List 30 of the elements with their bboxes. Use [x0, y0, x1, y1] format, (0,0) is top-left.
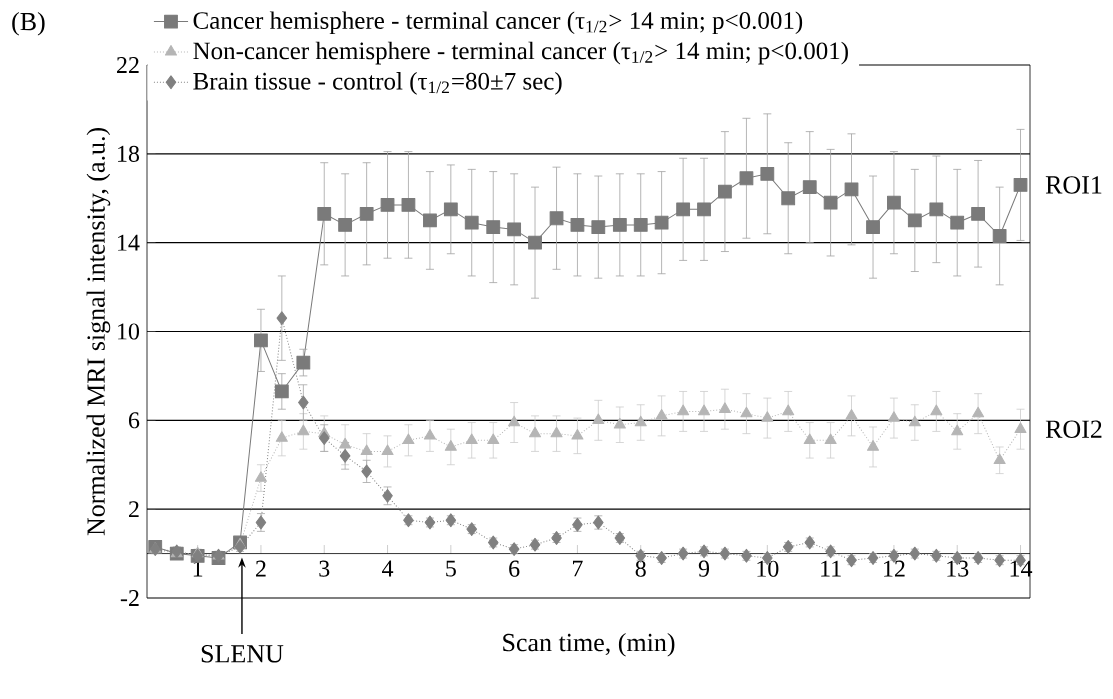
x-tick-label: 8	[635, 560, 646, 577]
text: ROI1	[1045, 176, 1102, 194]
legend-label: Cancer hemisphere - terminal cancer (τ$_{1/2}$> 14 min; p<0.001)	[193, 11, 803, 35]
y-tick-label: 18	[118, 145, 140, 162]
legend-label: Brain tissue - control (τ$_{1/2}$=80±7 sec)	[193, 72, 562, 95]
x-tick-label: 2	[256, 560, 266, 577]
y-tick-label: 14	[118, 234, 140, 251]
text: (B)	[12, 12, 45, 36]
text: ROI2	[1045, 420, 1102, 438]
x-tick-label: 14	[1010, 560, 1033, 577]
x-tick-label: 3	[319, 560, 330, 577]
x-tick-label: 5	[446, 560, 456, 577]
x-tick-label: 9	[698, 560, 710, 577]
x-tick-label: 10	[757, 560, 779, 577]
y-axis-title: Normalized MRI signal intensity, (a.u.)	[86, 127, 111, 536]
y-tick-label: 6	[128, 412, 140, 429]
x-tick-label: 7	[573, 560, 583, 577]
legend-label: Non-cancer hemisphere - terminal cancer (τ$_{1/2}$> 14 min; p<0.001)	[193, 41, 848, 65]
x-tick-label: 6	[509, 560, 520, 577]
x-tick-label: 11	[821, 560, 841, 577]
y-tick-label: 10	[118, 323, 140, 340]
x-tick-label: 13	[947, 560, 969, 577]
y-tick-label: -2	[120, 590, 139, 606]
x-tick-label: 4	[382, 560, 394, 577]
x-tick-label: 1	[193, 560, 203, 577]
annotation: SLENU	[201, 645, 284, 663]
x-tick-label: 12	[884, 560, 905, 577]
y-tick-label: 22	[117, 57, 139, 73]
y-tick-label: 2	[129, 501, 139, 518]
x-axis-title: Scan time, (min)	[503, 633, 675, 657]
